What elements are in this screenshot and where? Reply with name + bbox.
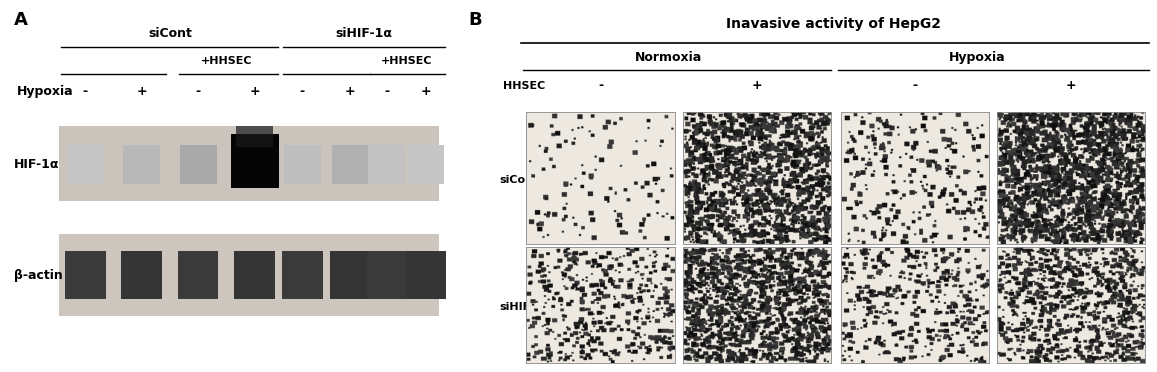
Text: -: - (196, 85, 200, 97)
Bar (59, 126, 439, 201)
Text: +HHSEC: +HHSEC (200, 57, 252, 66)
Text: A: A (14, 11, 28, 29)
Text: +HHSEC: +HHSEC (381, 57, 433, 66)
Bar (236, 126, 273, 147)
Bar (368, 145, 405, 184)
Bar (67, 145, 104, 184)
Text: +: + (751, 79, 762, 92)
Text: -: - (300, 85, 304, 97)
Bar (234, 251, 275, 299)
Text: siCont: siCont (148, 27, 192, 40)
Bar (330, 251, 370, 299)
Text: β-actin: β-actin (14, 269, 62, 282)
Text: siCont: siCont (500, 176, 539, 185)
Bar (179, 145, 216, 184)
Bar (230, 134, 279, 188)
Text: -: - (384, 85, 390, 97)
Text: -: - (598, 79, 603, 92)
Bar (59, 234, 439, 316)
Bar (406, 251, 447, 299)
Text: Hypoxia: Hypoxia (17, 85, 74, 97)
Text: siHIF-1α: siHIF-1α (336, 27, 392, 40)
Text: siHIF-1α: siHIF-1α (500, 302, 551, 312)
Text: Normoxia: Normoxia (635, 51, 702, 64)
Bar (124, 145, 160, 184)
Text: Inavasive activity of HepG2: Inavasive activity of HepG2 (725, 17, 941, 31)
Text: +: + (249, 85, 260, 97)
Text: +: + (345, 85, 355, 97)
Bar (178, 251, 219, 299)
Bar (407, 145, 444, 184)
Text: +: + (1066, 79, 1077, 92)
Text: +: + (137, 85, 147, 97)
Text: B: B (469, 11, 482, 29)
Text: +: + (421, 85, 432, 97)
Bar (65, 251, 105, 299)
Text: HHSEC: HHSEC (503, 81, 546, 90)
Text: HIF-1α: HIF-1α (14, 158, 59, 171)
Text: -: - (83, 85, 88, 97)
Bar (283, 145, 320, 184)
Bar (332, 145, 368, 184)
Text: Hypoxia: Hypoxia (950, 51, 1005, 64)
Bar (121, 251, 162, 299)
Bar (367, 251, 407, 299)
Text: -: - (913, 79, 918, 92)
Bar (282, 251, 323, 299)
